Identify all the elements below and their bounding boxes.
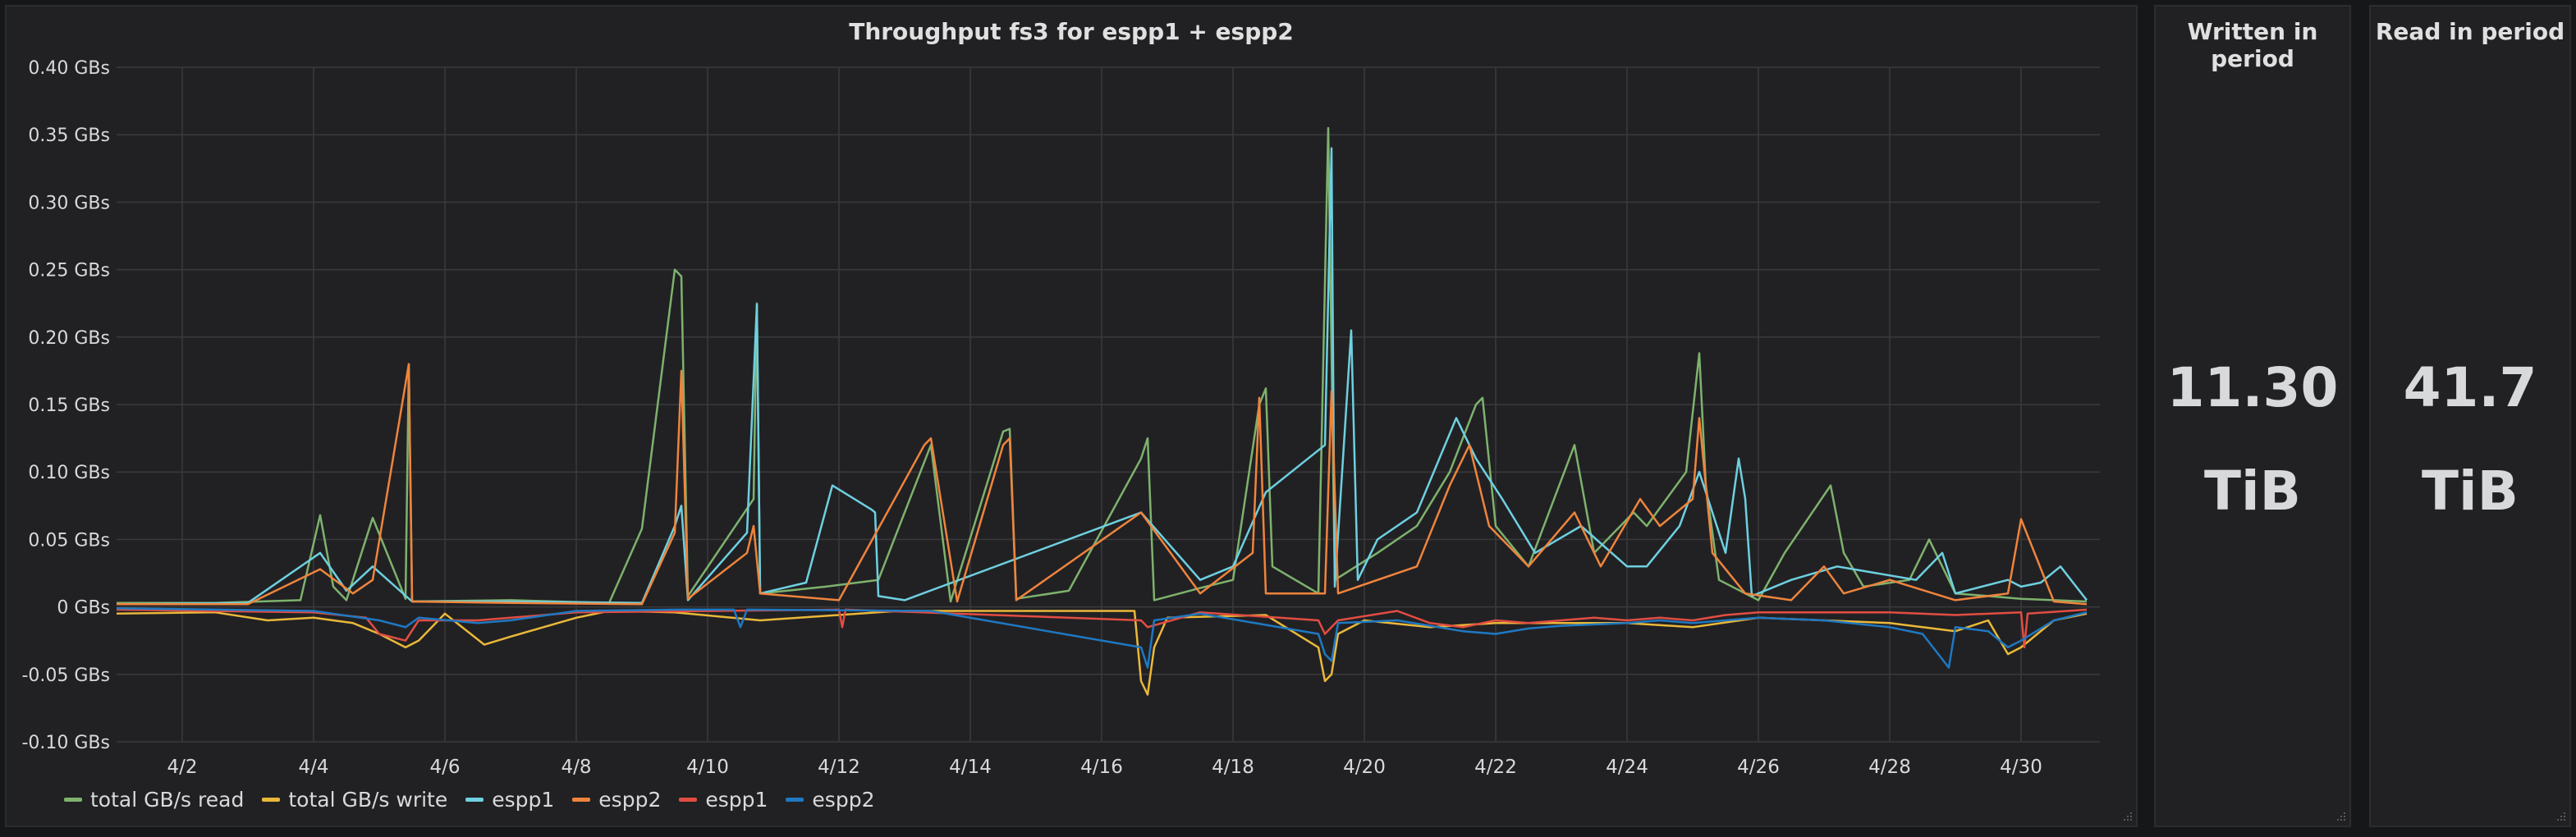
series-line: [116, 606, 2088, 669]
legend-swatch: [679, 798, 698, 802]
x-tick-label: 4/8: [561, 757, 591, 778]
x-tick-label: 4/28: [1868, 757, 1911, 778]
y-tick-label: -0.05 GBs: [21, 665, 110, 686]
y-tick-label: 0.10 GBs: [28, 463, 110, 483]
legend-label: espp2: [812, 788, 875, 812]
x-tick-label: 4/4: [298, 757, 328, 778]
legend-swatch: [786, 798, 804, 802]
series-line: [116, 608, 2088, 649]
series-line: [117, 363, 2088, 606]
x-tick-label: 4/14: [949, 757, 992, 778]
x-tick-label: 4/16: [1080, 757, 1123, 778]
x-tick-label: 4/10: [686, 757, 729, 778]
written-value: 11.30: [2166, 356, 2339, 419]
y-tick-label: 0.20 GBs: [28, 328, 110, 349]
y-tick-label: 0.30 GBs: [28, 193, 110, 213]
y-tick-label: 0.40 GBs: [28, 58, 110, 79]
resize-handle-icon[interactable]: [2335, 811, 2346, 822]
legend-swatch: [262, 798, 281, 802]
x-tick-label: 4/12: [818, 757, 860, 778]
written-panel-title[interactable]: Written in period: [2187, 18, 2318, 72]
written-panel[interactable]: Written in period 11.30 TiB: [2154, 5, 2351, 827]
legend-item-total-read[interactable]: total GB/s read: [64, 788, 244, 812]
chart-legend: total GB/s read total GB/s write espp1 e…: [64, 788, 874, 812]
legend-swatch: [465, 798, 484, 802]
legend-item-espp1-write[interactable]: espp1: [679, 788, 768, 812]
y-tick-label: 0.35 GBs: [28, 126, 110, 146]
legend-item-espp2-read[interactable]: espp2: [572, 788, 661, 812]
x-tick-label: 4/24: [1606, 757, 1648, 778]
x-tick-label: 4/6: [429, 757, 460, 778]
written-unit: TiB: [2204, 460, 2301, 523]
x-tick-label: 4/20: [1343, 757, 1386, 778]
read-panel-title[interactable]: Read in period: [2375, 18, 2565, 45]
legend-item-espp2-write[interactable]: espp2: [786, 788, 874, 812]
resize-handle-icon[interactable]: [2121, 811, 2133, 822]
series-line: [116, 147, 2088, 606]
read-unit: TiB: [2422, 460, 2519, 523]
x-tick-label: 4/2: [167, 757, 197, 778]
legend-label: espp2: [598, 788, 662, 812]
legend-swatch: [64, 798, 82, 802]
y-tick-label: 0.05 GBs: [28, 530, 110, 551]
legend-item-espp1-read[interactable]: espp1: [465, 788, 554, 812]
y-tick-label: 0.15 GBs: [28, 396, 110, 416]
x-tick-label: 4/26: [1737, 757, 1780, 778]
x-tick-label: 4/18: [1212, 757, 1254, 778]
legend-label: total GB/s read: [90, 788, 245, 812]
x-tick-label: 4/22: [1474, 757, 1517, 778]
resize-handle-icon[interactable]: [2555, 811, 2566, 822]
legend-label: espp1: [705, 788, 768, 812]
legend-label: total GB/s write: [288, 788, 448, 812]
throughput-chart[interactable]: -0.10 GBs -0.05 GBs 0 GBs 0.05 GBs 0.10 GBs 0…: [7, 7, 2136, 826]
read-panel[interactable]: Read in period 41.7 TiB: [2369, 5, 2571, 827]
legend-item-total-write[interactable]: total GB/s write: [262, 788, 447, 812]
graph-panel-title[interactable]: Throughput fs3 for espp1 + espp2: [849, 18, 1294, 45]
y-tick-label: 0.25 GBs: [28, 261, 110, 281]
x-tick-label: 4/30: [2000, 757, 2042, 778]
graph-panel[interactable]: Throughput fs3 for espp1 + espp2 -0.10 G…: [5, 5, 2138, 827]
read-value: 41.7: [2403, 356, 2537, 419]
legend-label: espp1: [492, 788, 555, 812]
legend-swatch: [572, 798, 591, 802]
y-tick-label: 0 GBs: [57, 598, 110, 619]
y-tick-label: -0.10 GBs: [21, 733, 110, 753]
